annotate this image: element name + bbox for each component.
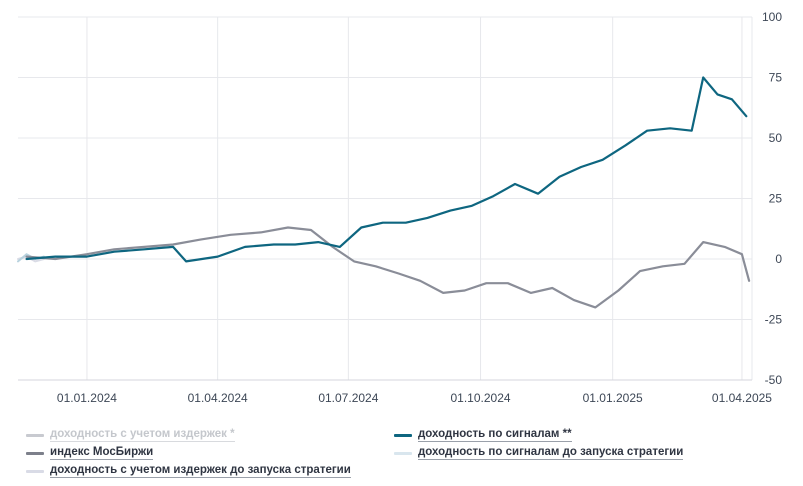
legend-item-moex-index[interactable]: индекс МосБиржи: [26, 446, 154, 460]
legend-label: доходность по сигналам до запуска страте…: [418, 446, 684, 460]
x-tick-label: 01.04.2025: [712, 391, 772, 405]
y-tick-label: 0: [775, 252, 782, 266]
legend-label: доходность с учетом издержек *: [50, 428, 235, 442]
legend-swatch: [394, 451, 412, 455]
x-tick-label: 01.04.2024: [188, 391, 248, 405]
x-tick-label: 01.10.2024: [450, 391, 510, 405]
y-tick-label: 50: [769, 131, 783, 145]
series-line-moex-index: [25, 226, 751, 309]
grid: [18, 16, 753, 381]
legend-label: доходность с учетом издержек до запуска …: [50, 464, 351, 478]
series-line-signals: [25, 76, 748, 263]
x-tick-label: 01.07.2024: [318, 391, 378, 405]
y-tick-label: 75: [769, 71, 783, 85]
x-tick-label: 01.01.2024: [57, 391, 117, 405]
y-axis: 100 75 50 25 0 -25 -50: [762, 10, 782, 387]
x-tick-label: 01.01.2025: [583, 391, 643, 405]
legend-swatch: [26, 451, 44, 455]
legend-item-costs-pre-launch[interactable]: доходность с учетом издержек до запуска …: [26, 464, 351, 478]
y-tick-label: 100: [762, 10, 782, 24]
legend-swatch: [26, 433, 44, 437]
series-lines: [17, 76, 751, 309]
x-axis: 01.01.2024 01.04.2024 01.07.2024 01.10.2024…: [57, 391, 772, 405]
legend-swatch: [394, 433, 412, 437]
legend-item-costs[interactable]: доходность с учетом издержек *: [26, 428, 235, 442]
legend-swatch: [26, 469, 44, 473]
legend-label: доходность по сигналам **: [418, 428, 572, 442]
y-tick-label: -50: [765, 373, 783, 387]
legend-item-signals[interactable]: доходность по сигналам **: [394, 428, 572, 442]
legend-label: индекс МосБиржи: [50, 446, 154, 460]
y-tick-label: -25: [765, 313, 783, 327]
y-tick-label: 25: [769, 192, 783, 206]
legend-item-signals-pre-launch[interactable]: доходность по сигналам до запуска страте…: [394, 446, 684, 460]
